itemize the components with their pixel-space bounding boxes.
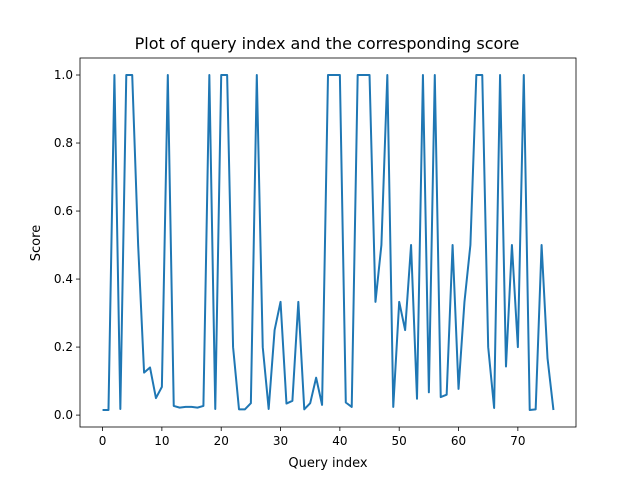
y-axis: 0.0 0.2 0.4 0.6 0.8 1.0 bbox=[54, 68, 80, 422]
x-tick-label: 40 bbox=[332, 434, 347, 448]
chart-title: Plot of query index and the correspondin… bbox=[135, 34, 520, 53]
y-tick-label: 1.0 bbox=[54, 68, 73, 82]
series-line-0 bbox=[102, 74, 555, 411]
x-tick-label: 0 bbox=[99, 434, 107, 448]
x-axis: 0 10 20 30 40 50 60 70 bbox=[99, 427, 525, 448]
y-tick-label: 0.4 bbox=[54, 272, 73, 286]
y-tick-label: 0.2 bbox=[54, 340, 73, 354]
x-axis-label: Query index bbox=[288, 456, 368, 471]
x-tick-label: 50 bbox=[392, 434, 407, 448]
plot-area bbox=[102, 74, 555, 411]
axes-frame bbox=[79, 57, 577, 428]
y-axis-label: Score bbox=[29, 225, 44, 261]
y-tick-label: 0.8 bbox=[54, 136, 73, 150]
x-tick-label: 60 bbox=[451, 434, 466, 448]
x-tick-label: 20 bbox=[214, 434, 229, 448]
x-tick-label: 70 bbox=[510, 434, 525, 448]
x-tick-label: 30 bbox=[273, 434, 288, 448]
y-tick-label: 0.6 bbox=[54, 204, 73, 218]
x-tick-label: 10 bbox=[154, 434, 169, 448]
y-tick-label: 0.0 bbox=[54, 408, 73, 422]
